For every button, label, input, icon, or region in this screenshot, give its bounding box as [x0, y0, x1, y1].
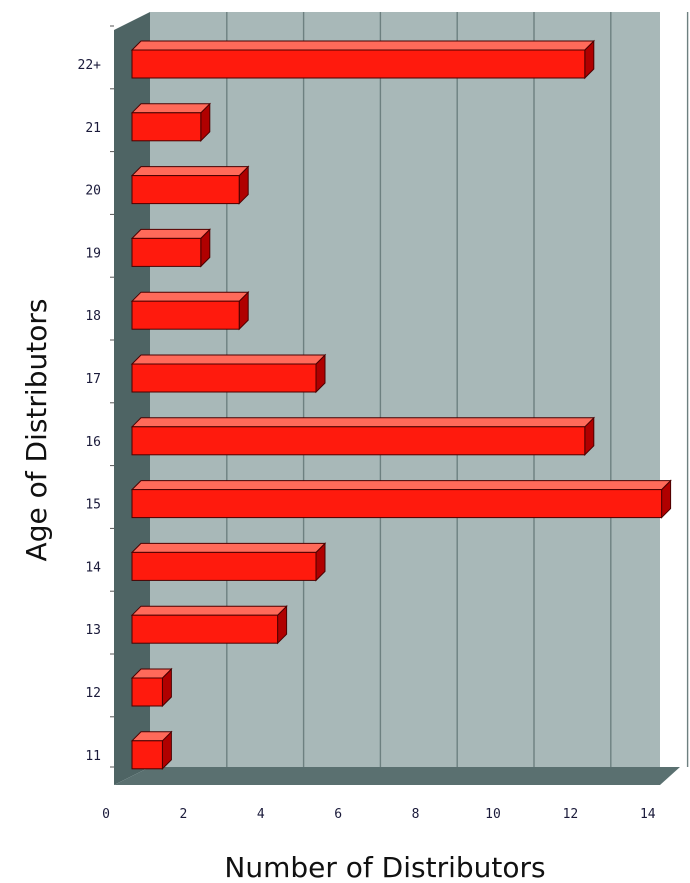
- x-tick-label: 2: [179, 807, 187, 822]
- x-tick-label: 10: [485, 807, 501, 822]
- y-category-label: 13: [85, 623, 101, 638]
- bar: [131, 175, 240, 205]
- bar: [131, 300, 240, 330]
- y-category-label: 21: [85, 121, 101, 136]
- y-category-label: 16: [85, 435, 101, 450]
- y-category-label: 12: [85, 686, 101, 701]
- x-axis-title: Number of Distributors: [224, 851, 545, 883]
- x-tick-label: 14: [640, 807, 656, 822]
- x-axis: 0 2 4 6 8 10 12 14: [102, 807, 656, 822]
- bar: [131, 551, 317, 581]
- bar: [131, 112, 202, 142]
- bar: [131, 677, 163, 707]
- bar-top: [130, 417, 596, 428]
- bar: [131, 237, 202, 267]
- y-axis-title: Age of Distributors: [20, 299, 53, 562]
- bar-top: [130, 40, 596, 51]
- bar-top: [130, 605, 288, 616]
- y-category-label: 19: [85, 246, 101, 261]
- bar-top: [130, 166, 250, 177]
- y-category-label: 17: [85, 372, 101, 387]
- bars: [130, 39, 672, 771]
- x-tick-label: 0: [102, 807, 110, 822]
- y-category-label: 11: [85, 749, 101, 764]
- bar-top: [130, 103, 212, 114]
- left-wall: [114, 12, 150, 785]
- x-tick-label: 8: [412, 807, 420, 822]
- bar-top: [130, 291, 250, 302]
- x-tick-label: 12: [563, 807, 579, 822]
- y-category-label: 15: [85, 498, 101, 513]
- y-category-label: 22+: [78, 58, 102, 73]
- bar: [131, 614, 279, 644]
- y-category-label: 18: [85, 309, 101, 324]
- bar: [131, 49, 586, 79]
- bar-top: [130, 480, 672, 491]
- bar-top: [130, 354, 327, 365]
- grid-lines: [226, 12, 689, 767]
- floor: [114, 767, 680, 785]
- x-tick-label: 6: [334, 807, 342, 822]
- bar: [131, 740, 163, 770]
- x-tick-label: 4: [257, 807, 265, 822]
- y-category-label: 14: [85, 560, 101, 575]
- bar: [131, 489, 663, 519]
- bar-top: [130, 542, 327, 553]
- bar: [131, 363, 317, 393]
- y-axis: 11 12 13 14 15 16 17 18 19 20 21 22+: [78, 25, 114, 768]
- y-category-label: 20: [85, 184, 101, 199]
- bar: [131, 426, 586, 456]
- bar-top: [130, 228, 212, 239]
